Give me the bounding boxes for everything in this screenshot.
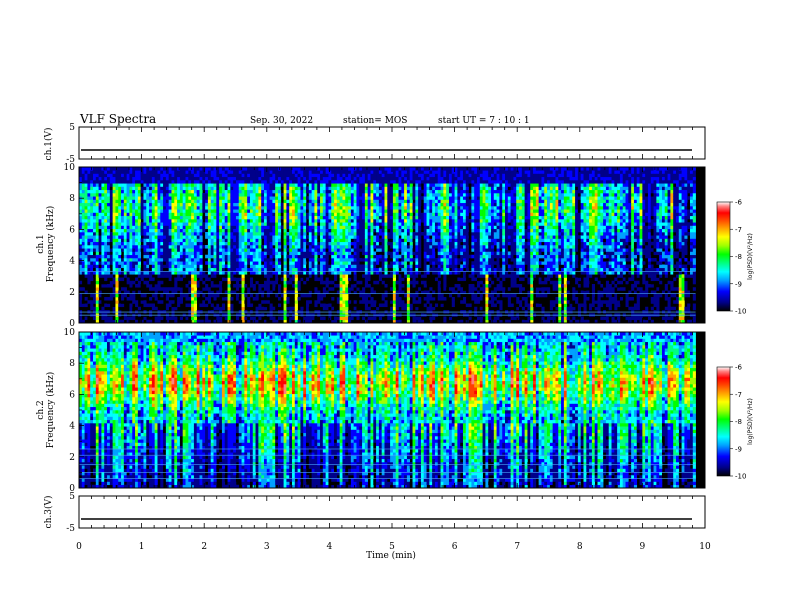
y-tick-label: -5 bbox=[66, 524, 75, 534]
y-tick-label: 2 bbox=[69, 453, 75, 463]
colorbar-tick-label: -8 bbox=[735, 253, 742, 261]
ch3-waveform-ylabel: ch.3(V) bbox=[43, 496, 54, 529]
header-station: station= MOS bbox=[343, 116, 407, 126]
colorbar-tick-label: -6 bbox=[735, 364, 743, 372]
header-start-time: start UT = 7 : 10 : 1 bbox=[438, 116, 530, 126]
x-tick-label: 3 bbox=[264, 542, 270, 552]
y-tick-label: 5 bbox=[69, 492, 75, 502]
colorbar-label: log(PSD)(V²/Hz) bbox=[747, 233, 754, 280]
y-tick-label: 6 bbox=[69, 390, 75, 400]
colorbar-tick-label: -7 bbox=[735, 226, 742, 234]
colorbar-tick-label: -9 bbox=[735, 445, 742, 453]
x-tick-label: 0 bbox=[76, 542, 82, 552]
ch2-spectrogram-ylabel: ch.2Frequency (kHz) bbox=[36, 372, 56, 449]
ch1-waveform-ylabel: ch.1(V) bbox=[43, 128, 54, 161]
ch1-spectrogram-ylabel: ch.1Frequency (kHz) bbox=[36, 206, 56, 283]
x-tick-label: 10 bbox=[699, 542, 711, 552]
ch2-colorbar: -6 -7 -8 -9 -10 log(PSD)(V²/Hz) bbox=[717, 364, 754, 481]
y-tick-label: 10 bbox=[64, 328, 76, 338]
x-tick-label: 9 bbox=[640, 542, 646, 552]
header-date: Sep. 30, 2022 bbox=[250, 116, 313, 126]
x-tick-label: 4 bbox=[327, 542, 333, 552]
y-tick-label: 8 bbox=[69, 359, 75, 369]
colorbar-tick-label: -10 bbox=[735, 473, 746, 481]
colorbar-tick-label: -10 bbox=[735, 308, 746, 316]
colorbar-tick-label: -7 bbox=[735, 391, 742, 399]
colorbar-label: log(PSD)(V²/Hz) bbox=[747, 398, 754, 445]
figure-title: VLF Spectra bbox=[79, 112, 156, 126]
x-tick-label: 6 bbox=[452, 542, 458, 552]
y-tick-label: 10 bbox=[64, 163, 76, 173]
y-tick-label: 4 bbox=[69, 257, 75, 267]
x-tick-label: 2 bbox=[201, 542, 207, 552]
colorbar-tick-label: -9 bbox=[735, 280, 742, 288]
y-tick-label: 5 bbox=[69, 123, 75, 133]
x-tick-label: 8 bbox=[577, 542, 583, 552]
colorbar-scale bbox=[717, 202, 730, 311]
y-tick-label: 8 bbox=[69, 194, 75, 204]
ch3-waveform-panel: 5-50 1 2 3 4 5 6 7 8 9 10 bbox=[66, 492, 711, 552]
colorbar-tick-label: -8 bbox=[735, 418, 742, 426]
y-tick-label: 2 bbox=[69, 288, 75, 298]
y-tick-label: 4 bbox=[69, 422, 75, 432]
x-tick-label: 1 bbox=[139, 542, 145, 552]
y-tick-label: 6 bbox=[69, 225, 75, 235]
ch1-waveform-panel: 5-5 bbox=[66, 123, 705, 165]
colorbar-scale bbox=[717, 367, 730, 476]
colorbar-tick-label: -6 bbox=[735, 199, 743, 207]
x-tick-label: 7 bbox=[514, 542, 520, 552]
time-axis-label: Time (min) bbox=[366, 550, 416, 561]
ch1-colorbar: -6 -7 -8 -9 -10 log(PSD)(V²/Hz) bbox=[717, 199, 754, 316]
